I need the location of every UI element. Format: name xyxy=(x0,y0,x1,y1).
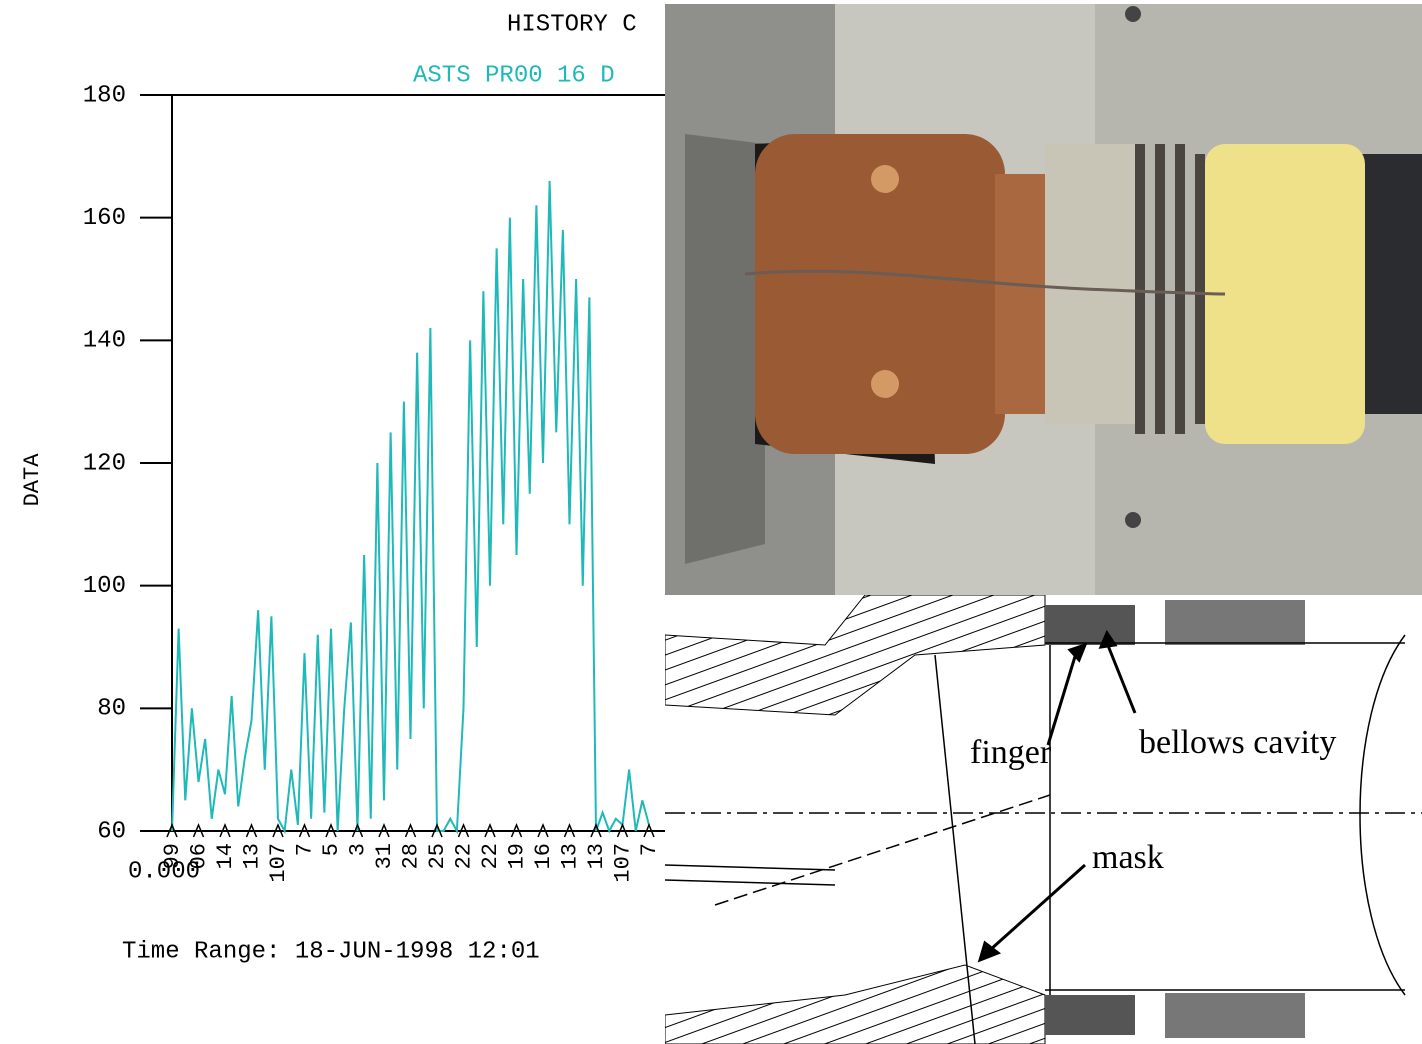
annotation: bellows cavity xyxy=(1139,724,1336,761)
x-tick-label: 7 xyxy=(637,843,662,856)
x-tick xyxy=(643,823,655,838)
x-axis-start-label: 0.000 xyxy=(128,858,200,885)
x-tick-label: 107 xyxy=(610,843,635,883)
x-tick-label: 14 xyxy=(213,843,238,869)
x-tick-label: 107 xyxy=(266,843,291,883)
flange-edge xyxy=(685,134,765,564)
x-tick xyxy=(484,823,496,838)
bolt-hole xyxy=(1125,512,1141,528)
x-tick-label: 22 xyxy=(451,843,476,869)
x-tick-label: 22 xyxy=(478,843,503,869)
x-tick xyxy=(431,823,443,838)
x-tick xyxy=(192,823,205,838)
data-line xyxy=(171,180,650,835)
x-tick-label: 06 xyxy=(186,843,211,869)
screw xyxy=(871,370,899,398)
x-tick xyxy=(166,823,178,838)
x-tick xyxy=(298,823,311,838)
x-tick xyxy=(404,823,417,838)
x-tick xyxy=(245,823,258,838)
screw xyxy=(871,165,899,193)
bellows xyxy=(1135,144,1205,434)
bellows-part xyxy=(1165,993,1305,1038)
x-tick-label: 13 xyxy=(557,843,582,869)
x-tick-label: 28 xyxy=(398,843,423,869)
finger-part xyxy=(1045,995,1135,1035)
x-tick xyxy=(457,823,470,838)
photo xyxy=(665,4,1422,595)
steel-ring xyxy=(1045,144,1135,424)
x-tick xyxy=(272,823,284,838)
y-tick-label: 180 xyxy=(83,82,126,109)
x-tick xyxy=(537,823,549,838)
x-tick-label: 25 xyxy=(425,843,450,869)
x-tick-label: 7 xyxy=(292,843,317,856)
yellow-ring xyxy=(1205,144,1365,444)
chart-title: HISTORY C xyxy=(507,11,637,38)
y-tick-label: 60 xyxy=(97,818,126,845)
x-tick-label: 31 xyxy=(372,843,397,869)
x-tick xyxy=(325,823,337,838)
x-tick-label: 19 xyxy=(504,843,529,869)
x-tick-label: 5 xyxy=(319,843,344,856)
x-tick xyxy=(510,823,523,838)
x-tick xyxy=(351,823,364,838)
x-tick-label: 3 xyxy=(345,843,370,856)
y-tick-label: 80 xyxy=(97,696,126,723)
technical-drawing: finger bellows cavity mask xyxy=(665,595,1422,1044)
arrows xyxy=(977,629,1137,963)
x-tick-label: 13 xyxy=(584,843,609,869)
x-tick xyxy=(219,823,231,838)
x-tick xyxy=(590,823,602,838)
annotation: finger xyxy=(970,734,1052,771)
y-tick-label: 160 xyxy=(83,205,126,232)
time-range: Time Range: 18-JUN-1998 12:01 xyxy=(122,938,540,965)
y-tick-label: 140 xyxy=(83,328,126,355)
outline xyxy=(665,634,1422,1044)
bellows-part xyxy=(1165,600,1305,645)
chart-subtitle: ASTS PR00 16 D xyxy=(413,62,615,89)
y-tick-label: 120 xyxy=(83,450,126,477)
wire xyxy=(744,269,1226,296)
annotation: mask xyxy=(1092,839,1164,876)
x-tick xyxy=(563,823,576,838)
y-axis-label: DATA xyxy=(20,453,45,507)
x-tick-label: 13 xyxy=(239,843,264,869)
copper-body xyxy=(755,134,1005,454)
x-tick-label: 99 xyxy=(160,843,185,869)
x-tick xyxy=(378,823,390,838)
y-tick-label: 100 xyxy=(83,573,126,600)
x-tick xyxy=(616,823,629,838)
bolt-hole xyxy=(1125,6,1141,22)
x-tick-label: 16 xyxy=(531,843,556,869)
finger-part xyxy=(1045,605,1135,645)
